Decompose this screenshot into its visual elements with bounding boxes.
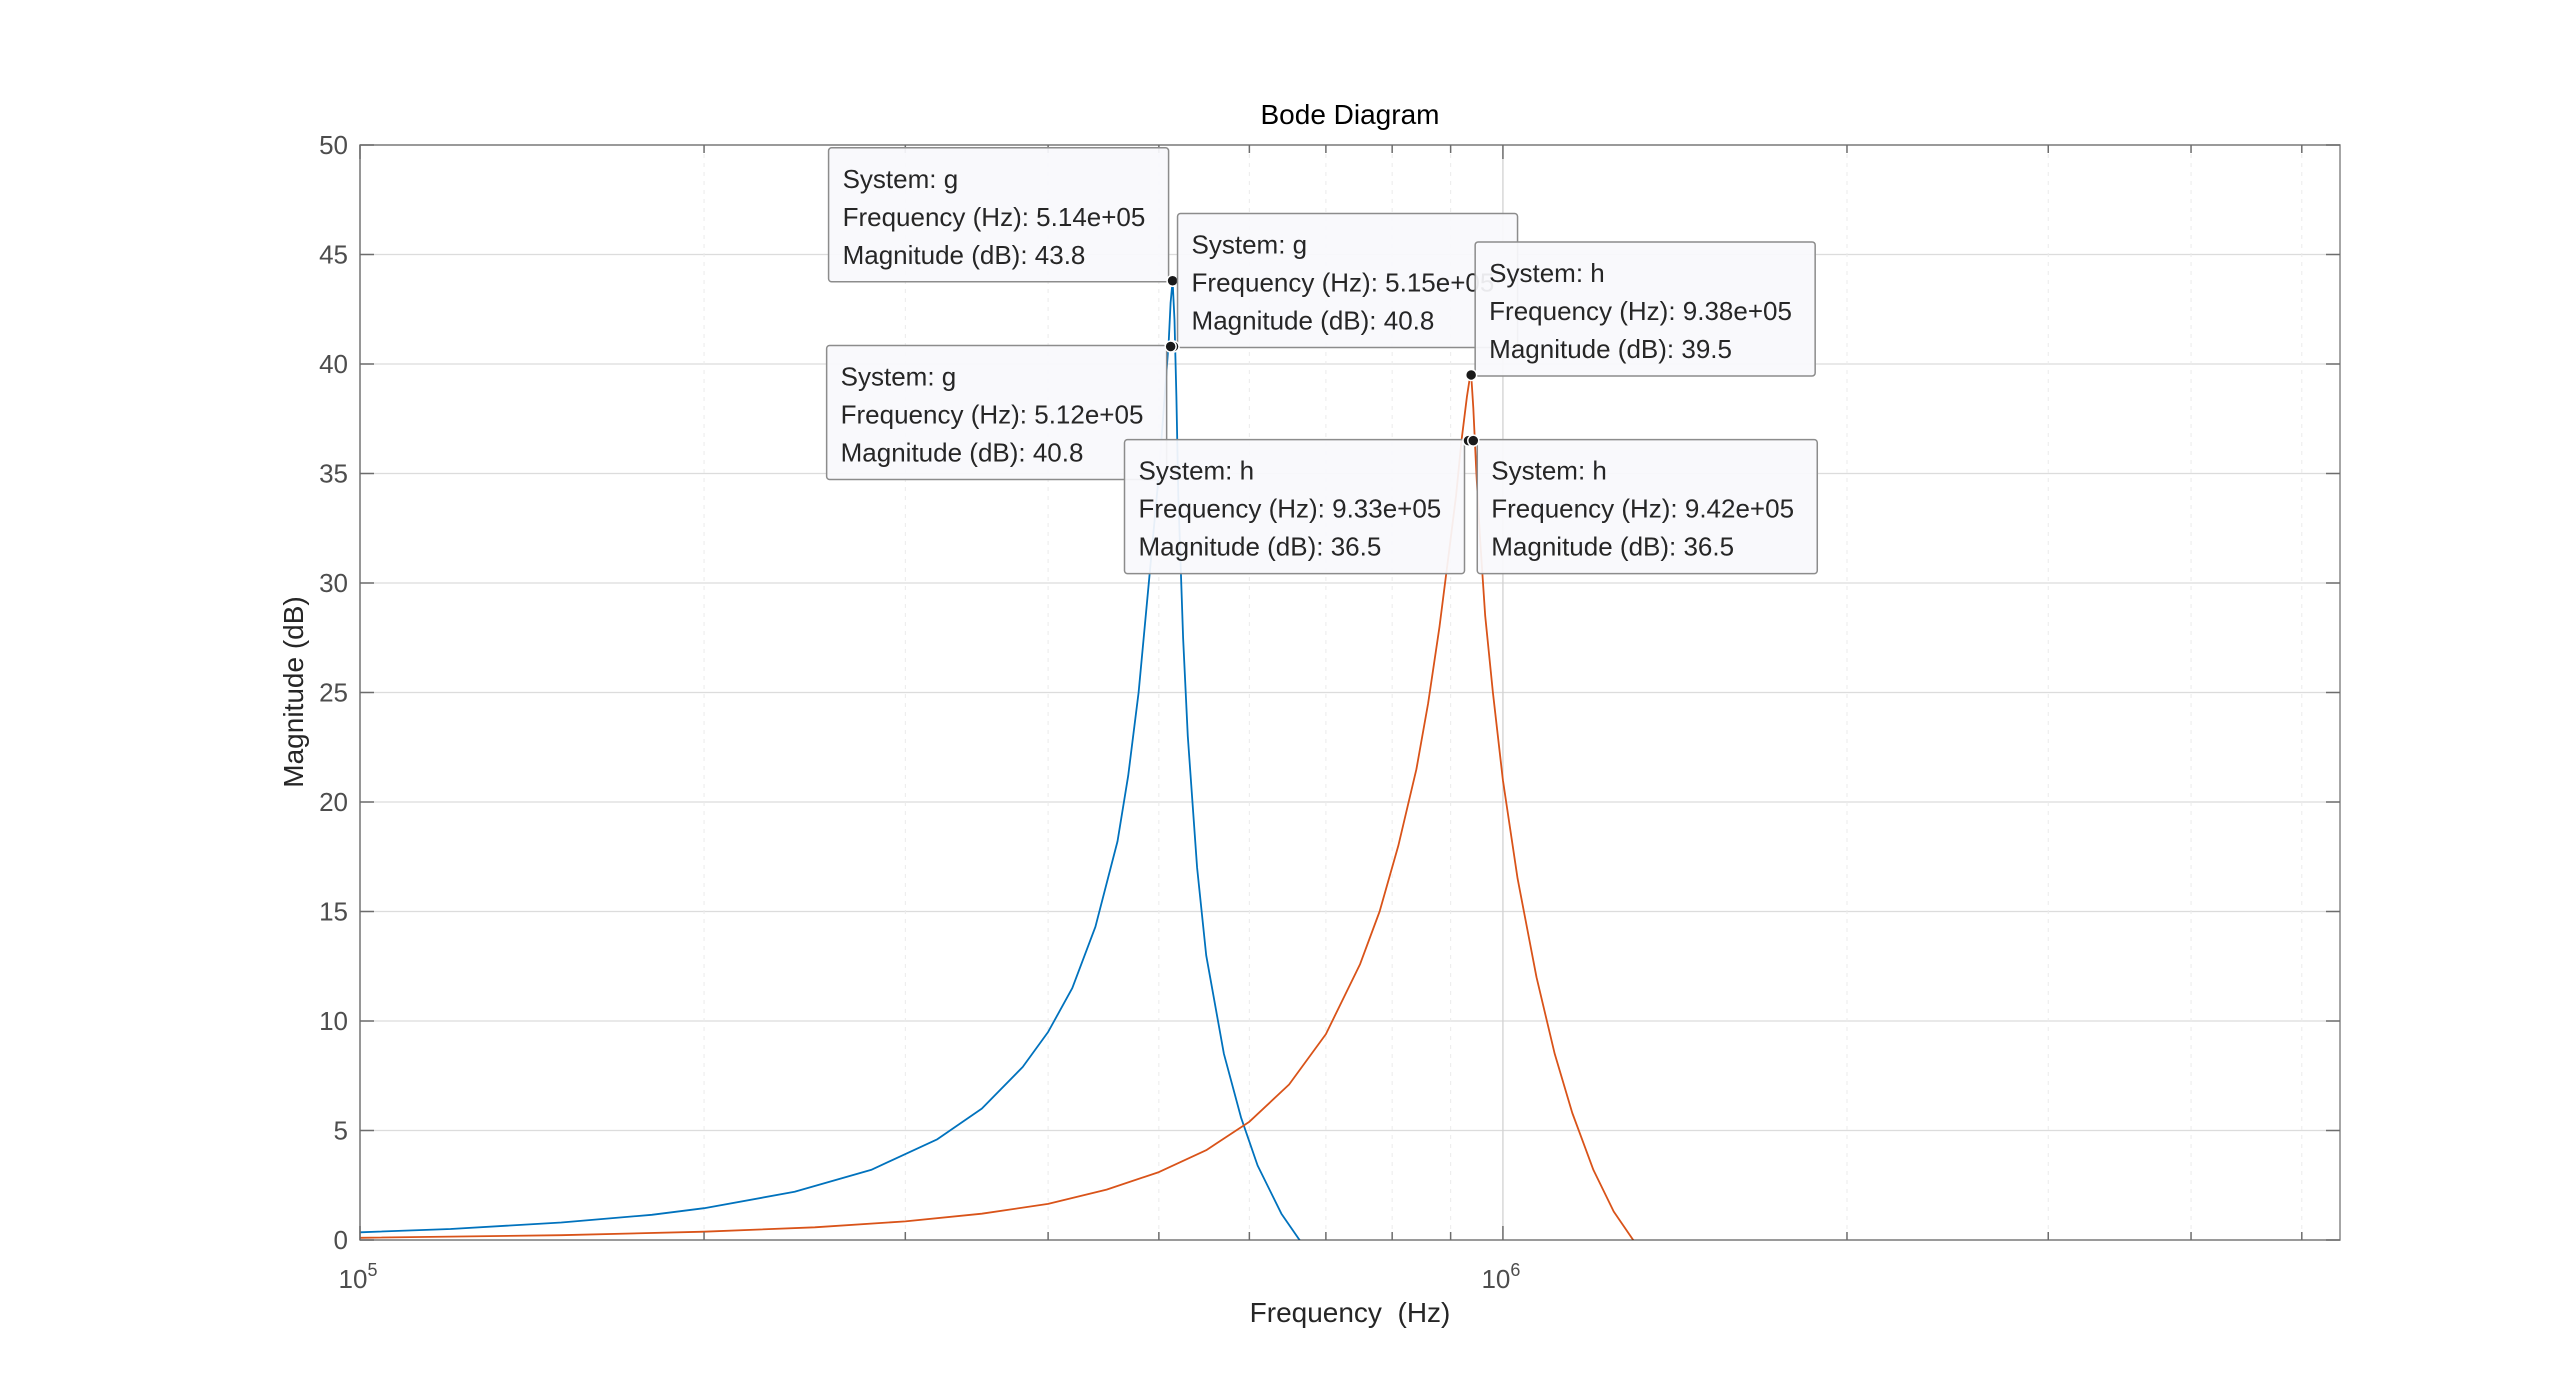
x-tick-label: 106 (1481, 1260, 1520, 1294)
x-axis-label: Frequency (Hz) (1250, 1297, 1451, 1328)
datatip[interactable]: System: g Frequency (Hz): 5.14e+05 Magnitu… (827, 147, 1170, 283)
y-tick-label: 50 (319, 130, 348, 160)
datatip-frequency: Frequency (Hz): 5.15e+05 (1192, 267, 1495, 297)
datatip-frequency: Frequency (Hz): 9.42e+05 (1491, 494, 1794, 524)
datatip-magnitude: Magnitude (dB): 43.8 (843, 240, 1086, 270)
datatip[interactable]: System: g Frequency (Hz): 5.15e+05 Magnitu… (1176, 212, 1519, 349)
y-axis-label: Magnitude (dB) (278, 596, 309, 787)
y-tick-label: 35 (319, 459, 348, 489)
datatip-magnitude: Magnitude (dB): 36.5 (1491, 532, 1734, 562)
datatip-marker[interactable] (1166, 274, 1179, 288)
datatip-system: System: g (841, 361, 957, 391)
datatip-system: System: g (1192, 229, 1308, 259)
datatip-box (825, 344, 1168, 481)
datatip-box (1474, 241, 1816, 377)
datatip-magnitude: Magnitude (dB): 39.5 (1489, 334, 1732, 364)
datatip-magnitude: Magnitude (dB): 40.8 (841, 437, 1084, 467)
x-tick-labels: 105 106 (339, 1260, 1521, 1294)
datatip[interactable]: System: h Frequency (Hz): 9.38e+05 Magnitu… (1474, 241, 1816, 377)
chart-title: Bode Diagram (1261, 99, 1440, 130)
y-tick-label: 0 (334, 1225, 348, 1255)
x-tick-label: 105 (339, 1260, 378, 1294)
series-line-2 (360, 373, 1635, 1240)
y-tick-label: 30 (319, 568, 348, 598)
datatip[interactable]: System: g Frequency (Hz): 5.12e+05 Magnitu… (825, 344, 1168, 481)
datatip-magnitude: Magnitude (dB): 40.8 (1192, 305, 1435, 335)
datatips: System: g Frequency (Hz): 5.14e+05 Magnitu… (825, 147, 1819, 575)
y-tick-label: 25 (319, 678, 348, 708)
datatip-box (1476, 438, 1819, 575)
datatip-marker[interactable] (1467, 434, 1480, 447)
y-tick-label: 40 (319, 349, 348, 379)
datatip-frequency: Frequency (Hz): 9.33e+05 (1139, 494, 1442, 524)
datatip-frequency: Frequency (Hz): 9.38e+05 (1489, 296, 1792, 326)
tick-marks (359, 144, 2340, 1241)
y-tick-label: 20 (319, 787, 348, 817)
y-tick-label: 10 (319, 1006, 348, 1036)
datatip-frequency: Frequency (Hz): 5.14e+05 (843, 202, 1146, 232)
datatip-system: System: h (1491, 456, 1607, 486)
datatip-system: System: h (1139, 456, 1255, 486)
datatip-box (1123, 438, 1466, 575)
datatip[interactable]: System: h Frequency (Hz): 9.42e+05 Magnitu… (1476, 438, 1819, 575)
y-tick-label: 45 (319, 240, 348, 270)
datatip-marker[interactable] (1164, 340, 1177, 353)
datatip-frequency: Frequency (Hz): 5.12e+05 (841, 399, 1144, 429)
y-tick-label: 15 (319, 897, 348, 927)
y-tick-labels: 0 5 10 15 20 25 30 35 40 45 50 (319, 130, 348, 1255)
datatip-marker[interactable] (1464, 368, 1478, 382)
datatip-magnitude: Magnitude (dB): 36.5 (1139, 532, 1382, 562)
datatip-system: System: g (843, 164, 959, 194)
datatip-system: System: h (1489, 258, 1605, 288)
y-tick-label: 5 (334, 1116, 348, 1146)
datatip[interactable]: System: h Frequency (Hz): 9.33e+05 Magnitu… (1123, 438, 1466, 575)
datatip-box (827, 147, 1170, 283)
